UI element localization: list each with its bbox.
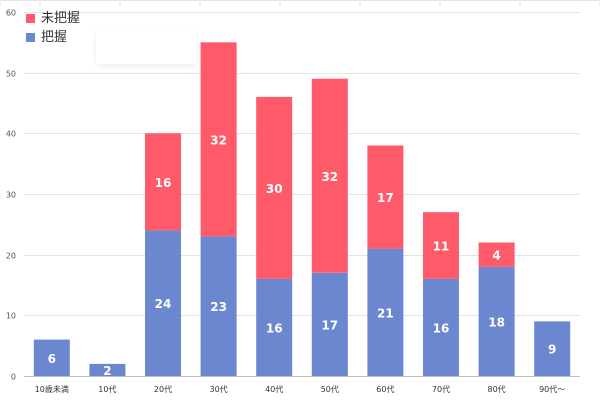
legend: 未把握 把握: [26, 12, 80, 50]
data-labels-layer: 6 2 24 16 23 32 16 30 17 32 21 17 16 11 18 4 9: [48, 133, 557, 378]
data-label-unknown-3: 32: [210, 133, 227, 147]
data-label-known-2: 24: [155, 297, 172, 311]
data-label-unknown-5: 32: [321, 170, 338, 184]
x-tick-label-5: 50代: [321, 384, 339, 394]
bar-known-6: [367, 248, 404, 376]
x-tick-label-6: 60代: [376, 384, 394, 394]
y-tick-label-0: 0: [11, 373, 16, 382]
bars-layer: [33, 42, 571, 376]
bar-known-3: [200, 236, 237, 376]
data-label-known-0: 6: [48, 352, 56, 366]
bar-unknown-2: [145, 133, 181, 231]
bar-unknown-6: [367, 145, 404, 249]
bar-unknown-4: [256, 96, 293, 279]
x-tick-label-3: 30代: [210, 384, 228, 394]
bar-unknown-3: [200, 42, 237, 237]
x-tick-label-8: 80代: [488, 384, 506, 394]
axis-layer: 0 10 20 30 40 50 60 10歳未満 10代 20代 30代 40代 50代 60代 70代 8…: [6, 9, 580, 394]
data-label-known-4: 16: [266, 322, 283, 336]
data-label-unknown-7: 11: [433, 240, 450, 254]
legend-item-known: 把握: [26, 31, 80, 44]
bar-known-7: [423, 278, 459, 376]
legend-item-unknown: 未把握: [26, 12, 80, 25]
y-tick-label-50: 50: [6, 70, 16, 79]
legend-label-known: 把握: [41, 30, 68, 45]
y-tick-label-10: 10: [6, 312, 16, 321]
x-tick-label-2: 20代: [154, 384, 172, 394]
legend-decoration: [96, 30, 196, 64]
x-tick-label-0: 10歳未満: [35, 384, 69, 394]
bar-known-0: [33, 339, 70, 376]
data-label-unknown-2: 16: [155, 176, 172, 190]
x-tick-label-4: 40代: [265, 384, 283, 394]
legend-swatch-known: [26, 33, 35, 42]
bar-unknown-7: [423, 212, 459, 279]
data-label-unknown-6: 17: [377, 191, 394, 205]
data-label-known-5: 17: [321, 318, 338, 332]
bar-known-1: [89, 363, 126, 376]
y-tick-label-60: 60: [6, 9, 16, 18]
data-label-known-1: 2: [103, 364, 111, 378]
x-tick-label-9: 90代〜: [539, 384, 565, 394]
data-label-unknown-8: 4: [492, 249, 500, 263]
bar-known-5: [311, 272, 348, 376]
data-label-known-8: 18: [488, 315, 505, 329]
data-label-known-7: 16: [433, 322, 450, 336]
y-tick-label-30: 30: [6, 191, 16, 200]
bar-unknown-5: [311, 78, 348, 273]
data-label-known-6: 21: [377, 306, 394, 320]
y-tick-label-40: 40: [6, 130, 16, 139]
data-label-unknown-4: 30: [266, 182, 283, 196]
legend-label-unknown: 未把握: [41, 11, 81, 26]
bar-known-8: [478, 266, 515, 376]
legend-swatch-unknown: [26, 14, 35, 23]
bar-unknown-8: [478, 242, 515, 267]
y-tick-label-20: 20: [6, 252, 16, 261]
data-label-known-3: 23: [210, 300, 227, 314]
x-tick-label-1: 10代: [98, 384, 116, 394]
x-tick-label-7: 70代: [432, 384, 450, 394]
bar-known-2: [145, 230, 181, 376]
bar-known-9: [534, 321, 571, 376]
data-label-known-9: 9: [548, 343, 556, 357]
bar-known-4: [256, 278, 293, 376]
